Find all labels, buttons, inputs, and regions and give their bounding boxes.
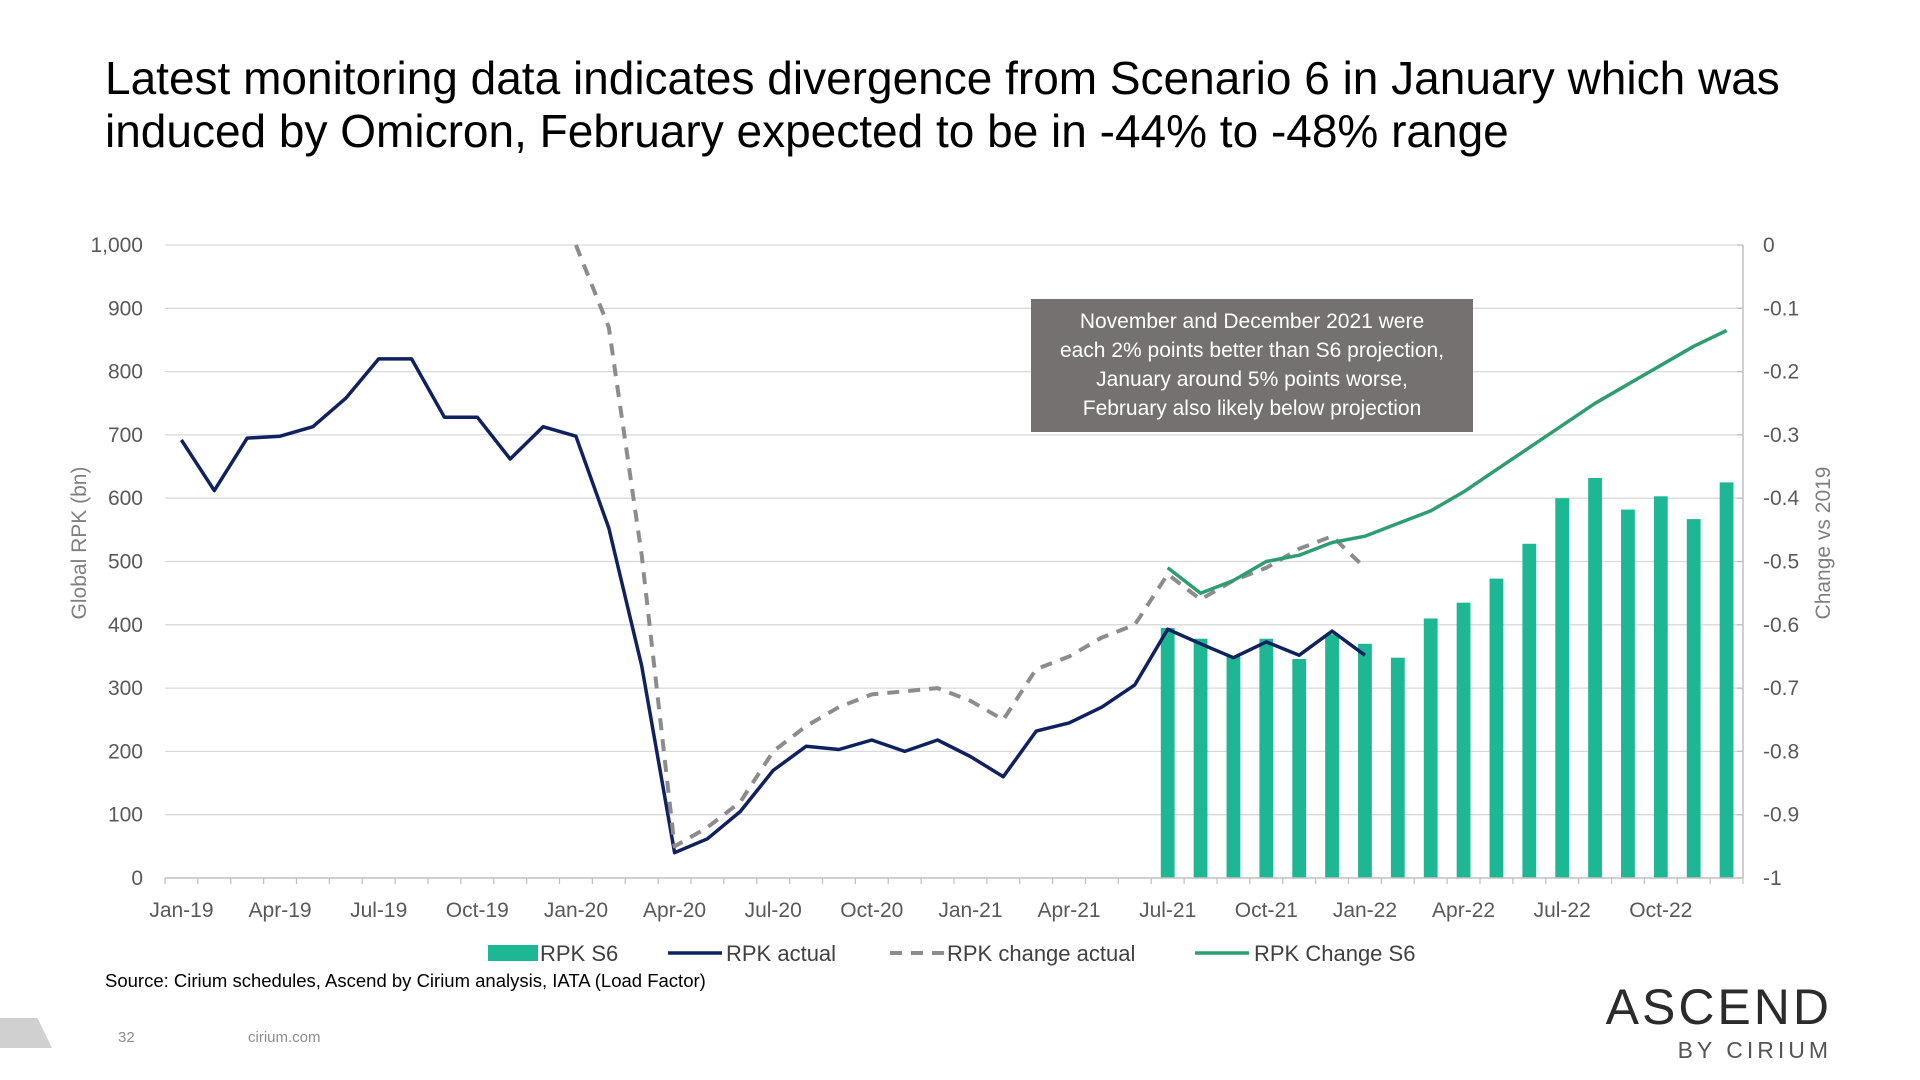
series-lines	[179, 244, 1728, 855]
x-tick-label: Jan-20	[544, 899, 608, 922]
x-tick-label: Jan-22	[1333, 899, 1397, 922]
x-tick-label: Jul-20	[745, 899, 802, 922]
legend-label: RPK S6	[540, 941, 618, 966]
annotation-line: November and December 2021 were	[1079, 310, 1425, 333]
bar-rpk-s6	[1160, 627, 1175, 878]
y2-tick-label: -0.7	[1763, 677, 1799, 700]
line-rpk-actual	[179, 357, 1366, 855]
line-rpk-change-actual	[574, 244, 1367, 849]
y-tick-label: 600	[108, 487, 143, 510]
y2-tick-label: -0.8	[1763, 740, 1799, 763]
logo-ascend: ASCEND	[1605, 979, 1832, 1035]
bar-rpk-s6	[1621, 509, 1635, 878]
slide-title: Latest monitoring data indicates diverge…	[105, 52, 1780, 157]
bar-rpk-s6	[1588, 477, 1602, 878]
annotation-box: November and December 2021 were each 2% …	[1031, 299, 1473, 432]
x-tick-label: Apr-22	[1432, 899, 1495, 922]
x-tick-label: Jul-19	[350, 899, 407, 922]
bar-rpk-s6	[1358, 643, 1372, 878]
legend-label: RPK actual	[726, 941, 836, 966]
legend-label: RPK change actual	[947, 941, 1135, 966]
y-tick-label: 800	[108, 361, 143, 384]
legend: RPK S6 RPK actual RPK change actual RPK Cha…	[488, 941, 1415, 966]
x-tick-label: Oct-20	[840, 899, 903, 922]
bar-rpk-s6	[1653, 496, 1668, 878]
y-tick-label: 300	[108, 677, 143, 700]
bar-rpk-s6	[1489, 578, 1504, 878]
y-tick-label: 700	[108, 424, 143, 447]
annotation-line: February also likely below projection	[1082, 397, 1422, 420]
annotation-line: each 2% points better than S6 projection…	[1059, 339, 1445, 362]
bar-rpk-s6	[1193, 638, 1208, 878]
bar-rpk-s6	[1522, 543, 1537, 878]
logo-by-cirium: BY CIRIUM	[1677, 1037, 1832, 1063]
bar-rpk-s6	[1325, 634, 1339, 878]
y2-tick-label: -0.4	[1763, 487, 1800, 510]
footer-url: cirium.com	[248, 1029, 321, 1046]
y-tick-label: 0	[131, 867, 143, 890]
y2-tick-label: -1	[1763, 867, 1782, 890]
y-tick-label: 900	[108, 297, 143, 320]
x-tick-label: Jan-21	[938, 899, 1002, 922]
gridlines	[165, 244, 1743, 816]
bar-rpk-s6	[1259, 638, 1274, 878]
y2-tick-label: 0	[1763, 234, 1775, 257]
bar-rpk-s6	[1555, 498, 1570, 878]
y-tick-label: 100	[108, 804, 143, 827]
y2-tick-label: -0.9	[1763, 804, 1799, 827]
y-axis-label: Global RPK (bn)	[68, 467, 91, 620]
source-note: Source: Cirium schedules, Ascend by Ciri…	[105, 970, 706, 991]
axes: 0 100 200 300 400 500 600 700 800 900 1,000 -1 -0.9 -…	[90, 234, 1799, 922]
x-tick-label: Apr-21	[1038, 899, 1101, 922]
x-tick-label: Apr-20	[643, 899, 706, 922]
y2-tick-label: -0.2	[1763, 361, 1799, 384]
bars-rpk-s6	[1160, 477, 1734, 878]
bar-rpk-s6	[1456, 602, 1471, 878]
y-tick-label: 1,000	[90, 234, 143, 257]
y2-tick-label: -0.3	[1763, 424, 1799, 447]
y2-tick-label: -0.6	[1763, 614, 1799, 637]
bar-rpk-s6	[1226, 656, 1241, 878]
x-tick-label: Oct-22	[1629, 899, 1692, 922]
y2-axis-label: Change vs 2019	[1812, 467, 1835, 620]
x-tick-label: Jul-22	[1534, 899, 1591, 922]
bar-rpk-s6	[1686, 519, 1701, 878]
y-tick-label: 200	[108, 740, 143, 763]
bar-rpk-s6	[1423, 618, 1438, 878]
annotation-line: January around 5% points worse,	[1096, 368, 1408, 391]
x-tick-label: Oct-19	[446, 899, 509, 922]
x-tick-label: Jul-21	[1139, 899, 1196, 922]
y2-tick-label: -0.5	[1763, 551, 1799, 574]
bar-rpk-s6	[1390, 657, 1405, 878]
x-tick-label: Jan-19	[149, 899, 213, 922]
legend-label: RPK Change S6	[1254, 941, 1415, 966]
y-tick-label: 400	[108, 614, 143, 637]
y2-tick-label: -0.1	[1763, 297, 1799, 320]
x-tick-label: Apr-19	[249, 899, 312, 922]
bar-rpk-s6	[1292, 658, 1307, 878]
bar-rpk-s6	[1719, 482, 1734, 878]
x-tick-label: Oct-21	[1235, 899, 1298, 922]
line-rpk-change-s6	[1166, 328, 1728, 595]
legend-swatch	[488, 945, 538, 961]
page-number: 32	[118, 1029, 135, 1046]
y-tick-label: 500	[108, 551, 143, 574]
